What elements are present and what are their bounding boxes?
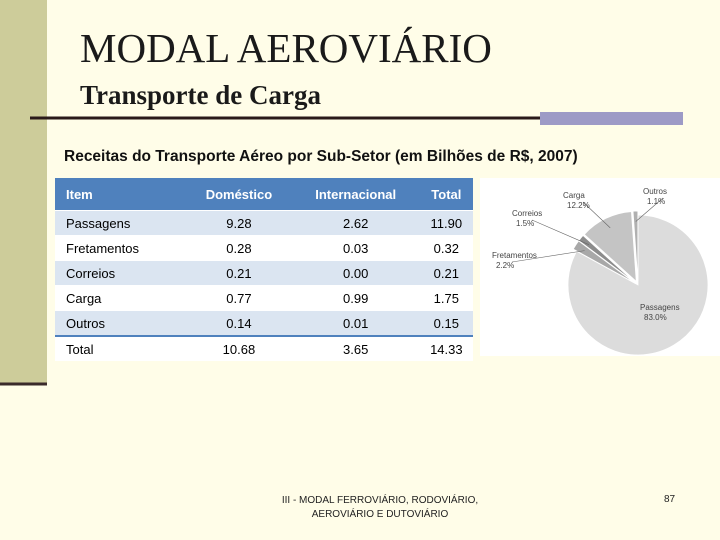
- table-cell: Outros: [55, 310, 187, 336]
- table-cell: 11.90: [419, 210, 473, 236]
- slice-label: Passagens: [640, 303, 680, 312]
- table-row: Correios 0.21 0.00 0.21: [55, 260, 473, 286]
- table-cell: Carga: [55, 285, 187, 311]
- table-row: Total 10.68 3.65 14.33: [55, 335, 473, 361]
- table-cell: 0.99: [291, 285, 420, 311]
- table-row: Fretamentos 0.28 0.03 0.32: [55, 235, 473, 261]
- table-cell: 0.32: [419, 235, 473, 261]
- table-cell: 0.77: [186, 285, 292, 311]
- header-row: Item Doméstico Internacional Total: [55, 178, 473, 211]
- slice-label: Fretamentos: [492, 251, 537, 260]
- table-cell: 0.21: [419, 260, 473, 286]
- leader-line: [511, 250, 585, 263]
- slice-label: Carga: [563, 191, 585, 200]
- table-cell: 0.21: [186, 260, 292, 286]
- column-header: Item: [55, 178, 187, 211]
- table-cell: 0.01: [291, 310, 420, 336]
- side-bar: [0, 0, 47, 385]
- table-cell: 0.28: [186, 235, 292, 261]
- table-cell: 14.33: [419, 335, 473, 361]
- slice-value: 1.1%: [647, 197, 665, 206]
- footer: III - MODAL FERROVIÁRIO, RODOVIÁRIO, AER…: [281, 495, 479, 520]
- title: MODAL AEROVIÁRIO: [80, 25, 492, 71]
- leader-line: [582, 201, 611, 229]
- table-cell: 3.65: [291, 335, 420, 361]
- slice-value: 2.2%: [496, 261, 514, 270]
- table-cell: Fretamentos: [55, 235, 187, 261]
- column-header: Doméstico: [186, 178, 292, 211]
- pie-slice: [567, 214, 709, 356]
- table-cell: 9.28: [186, 210, 292, 236]
- table-cell: 10.68: [186, 335, 292, 361]
- table-body: Passagens 9.28 2.62 11.90 Fretamentos 0.28 0.0…: [55, 210, 473, 361]
- table-cell: Passagens: [55, 210, 187, 236]
- table-cell: 0.00: [291, 260, 420, 286]
- subtitle: Transporte de Carga: [80, 80, 321, 110]
- table-cell: 2.62: [291, 210, 420, 236]
- slice-value: 1.5%: [516, 219, 534, 228]
- slice-value: 12.2%: [567, 201, 590, 210]
- column-header: Total: [419, 178, 473, 211]
- table-cell: 0.14: [186, 310, 292, 336]
- page-number: 87: [664, 494, 676, 505]
- table-row: Passagens 9.28 2.62 11.90: [55, 210, 473, 236]
- leader-line: [531, 219, 590, 245]
- table-cell: 0.15: [419, 310, 473, 336]
- pie-slice: [583, 211, 637, 283]
- leader-line: [635, 197, 664, 222]
- table-row: Carga 0.77 0.99 1.75: [55, 285, 473, 311]
- slice-label: Correios: [512, 209, 542, 218]
- pie-slice: [632, 210, 639, 282]
- table-cell: Total: [55, 335, 187, 361]
- slice-value: 83.0%: [644, 313, 667, 322]
- table-cell: Correios: [55, 260, 187, 286]
- caption: Receitas do Transporte Aéreo por Sub-Set…: [64, 148, 578, 165]
- slice-label: Outros: [643, 187, 667, 196]
- pie-slice: [572, 240, 635, 284]
- column-header: Internacional: [291, 178, 420, 211]
- rule-accent: [540, 112, 683, 125]
- table-row: Outros 0.14 0.01 0.15: [55, 310, 473, 336]
- table-cell: 1.75: [419, 285, 473, 311]
- table-cell: 0.03: [291, 235, 420, 261]
- revenue-table: Item Doméstico Internacional Total Passagen…: [55, 178, 473, 361]
